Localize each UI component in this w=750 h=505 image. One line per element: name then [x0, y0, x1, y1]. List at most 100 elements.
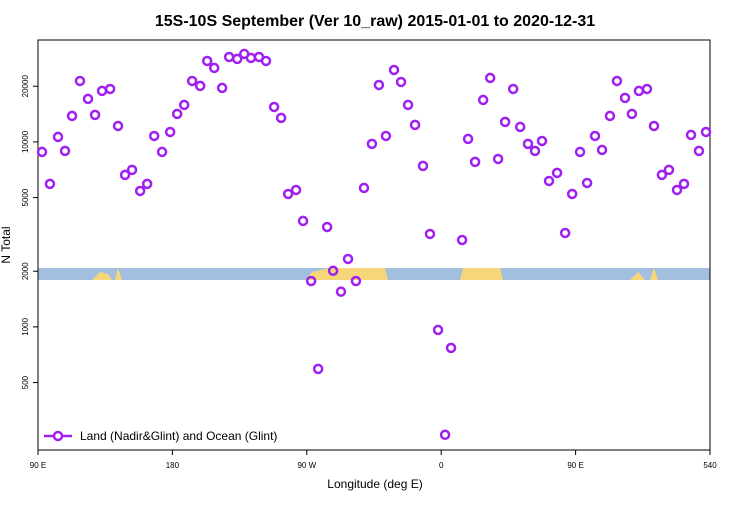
point — [119, 169, 131, 181]
point — [350, 275, 362, 287]
point — [104, 83, 116, 95]
y-tick-label: 500 — [21, 375, 30, 389]
point — [268, 101, 280, 113]
point — [164, 126, 176, 138]
x-tick-label: 540 — [703, 461, 717, 470]
point — [514, 121, 526, 133]
land-strip — [650, 268, 658, 280]
plot-frame — [37, 39, 711, 451]
point — [492, 153, 504, 165]
point — [36, 146, 48, 158]
point — [260, 55, 272, 67]
land-strip — [460, 268, 503, 280]
point — [82, 93, 94, 105]
point — [126, 164, 138, 176]
y-tick-label: 10000 — [21, 130, 30, 153]
point — [611, 75, 623, 87]
point — [380, 130, 392, 142]
point — [156, 146, 168, 158]
point — [148, 130, 160, 142]
point — [417, 160, 429, 172]
x-tick-label: 0 — [439, 461, 444, 470]
land-strip — [92, 272, 112, 280]
point — [671, 184, 683, 196]
land-strip — [305, 268, 388, 280]
point — [522, 138, 534, 150]
y-tick-label: 20000 — [21, 75, 30, 98]
point — [543, 175, 555, 187]
point — [305, 275, 317, 287]
point — [223, 51, 235, 63]
point — [559, 227, 571, 239]
point — [373, 79, 385, 91]
point — [499, 116, 511, 128]
point — [358, 182, 370, 194]
point — [231, 53, 243, 65]
point — [66, 110, 78, 122]
point — [633, 85, 645, 97]
point — [604, 110, 616, 122]
point — [89, 109, 101, 121]
point — [141, 178, 153, 190]
point — [700, 126, 712, 138]
point — [445, 342, 457, 354]
point — [208, 62, 220, 74]
point — [134, 185, 146, 197]
point — [484, 72, 496, 84]
point — [641, 83, 653, 95]
point — [275, 112, 287, 124]
point — [171, 108, 183, 120]
point — [402, 99, 414, 111]
x-tick-label: 180 — [166, 461, 180, 470]
point — [529, 145, 541, 157]
point — [366, 138, 378, 150]
y-tick-label: 1000 — [21, 317, 30, 335]
point — [424, 228, 436, 240]
point — [693, 145, 705, 157]
point — [566, 188, 578, 200]
point — [290, 184, 302, 196]
point — [52, 131, 64, 143]
point — [663, 164, 675, 176]
x-tick-label: 90 E — [30, 461, 46, 470]
point — [321, 221, 333, 233]
point — [335, 286, 347, 297]
point — [439, 429, 451, 441]
point — [462, 133, 474, 145]
point — [626, 108, 638, 120]
point — [388, 64, 400, 76]
point — [551, 167, 563, 179]
point — [685, 129, 697, 141]
point — [432, 324, 444, 336]
point — [678, 178, 690, 190]
point — [59, 145, 71, 157]
point — [44, 178, 56, 190]
point — [216, 82, 228, 94]
y-axis-label: N Total — [0, 226, 13, 263]
point — [201, 55, 213, 67]
point — [589, 130, 601, 142]
point — [619, 92, 631, 104]
point — [178, 99, 190, 111]
legend-marker — [52, 430, 64, 442]
point — [536, 135, 548, 147]
point — [342, 253, 354, 265]
point — [596, 144, 608, 156]
point — [409, 119, 421, 131]
point — [312, 363, 324, 375]
point — [112, 120, 124, 132]
point — [477, 94, 489, 106]
point — [297, 215, 309, 227]
point — [581, 177, 593, 189]
point — [282, 188, 294, 200]
legend-label: Land (Nadir&Glint) and Ocean (Glint) — [80, 429, 277, 443]
point — [656, 169, 668, 181]
point — [574, 146, 586, 158]
point — [194, 80, 206, 92]
land-strip — [630, 272, 645, 280]
point — [648, 120, 660, 132]
point — [96, 85, 108, 97]
point — [507, 83, 519, 95]
